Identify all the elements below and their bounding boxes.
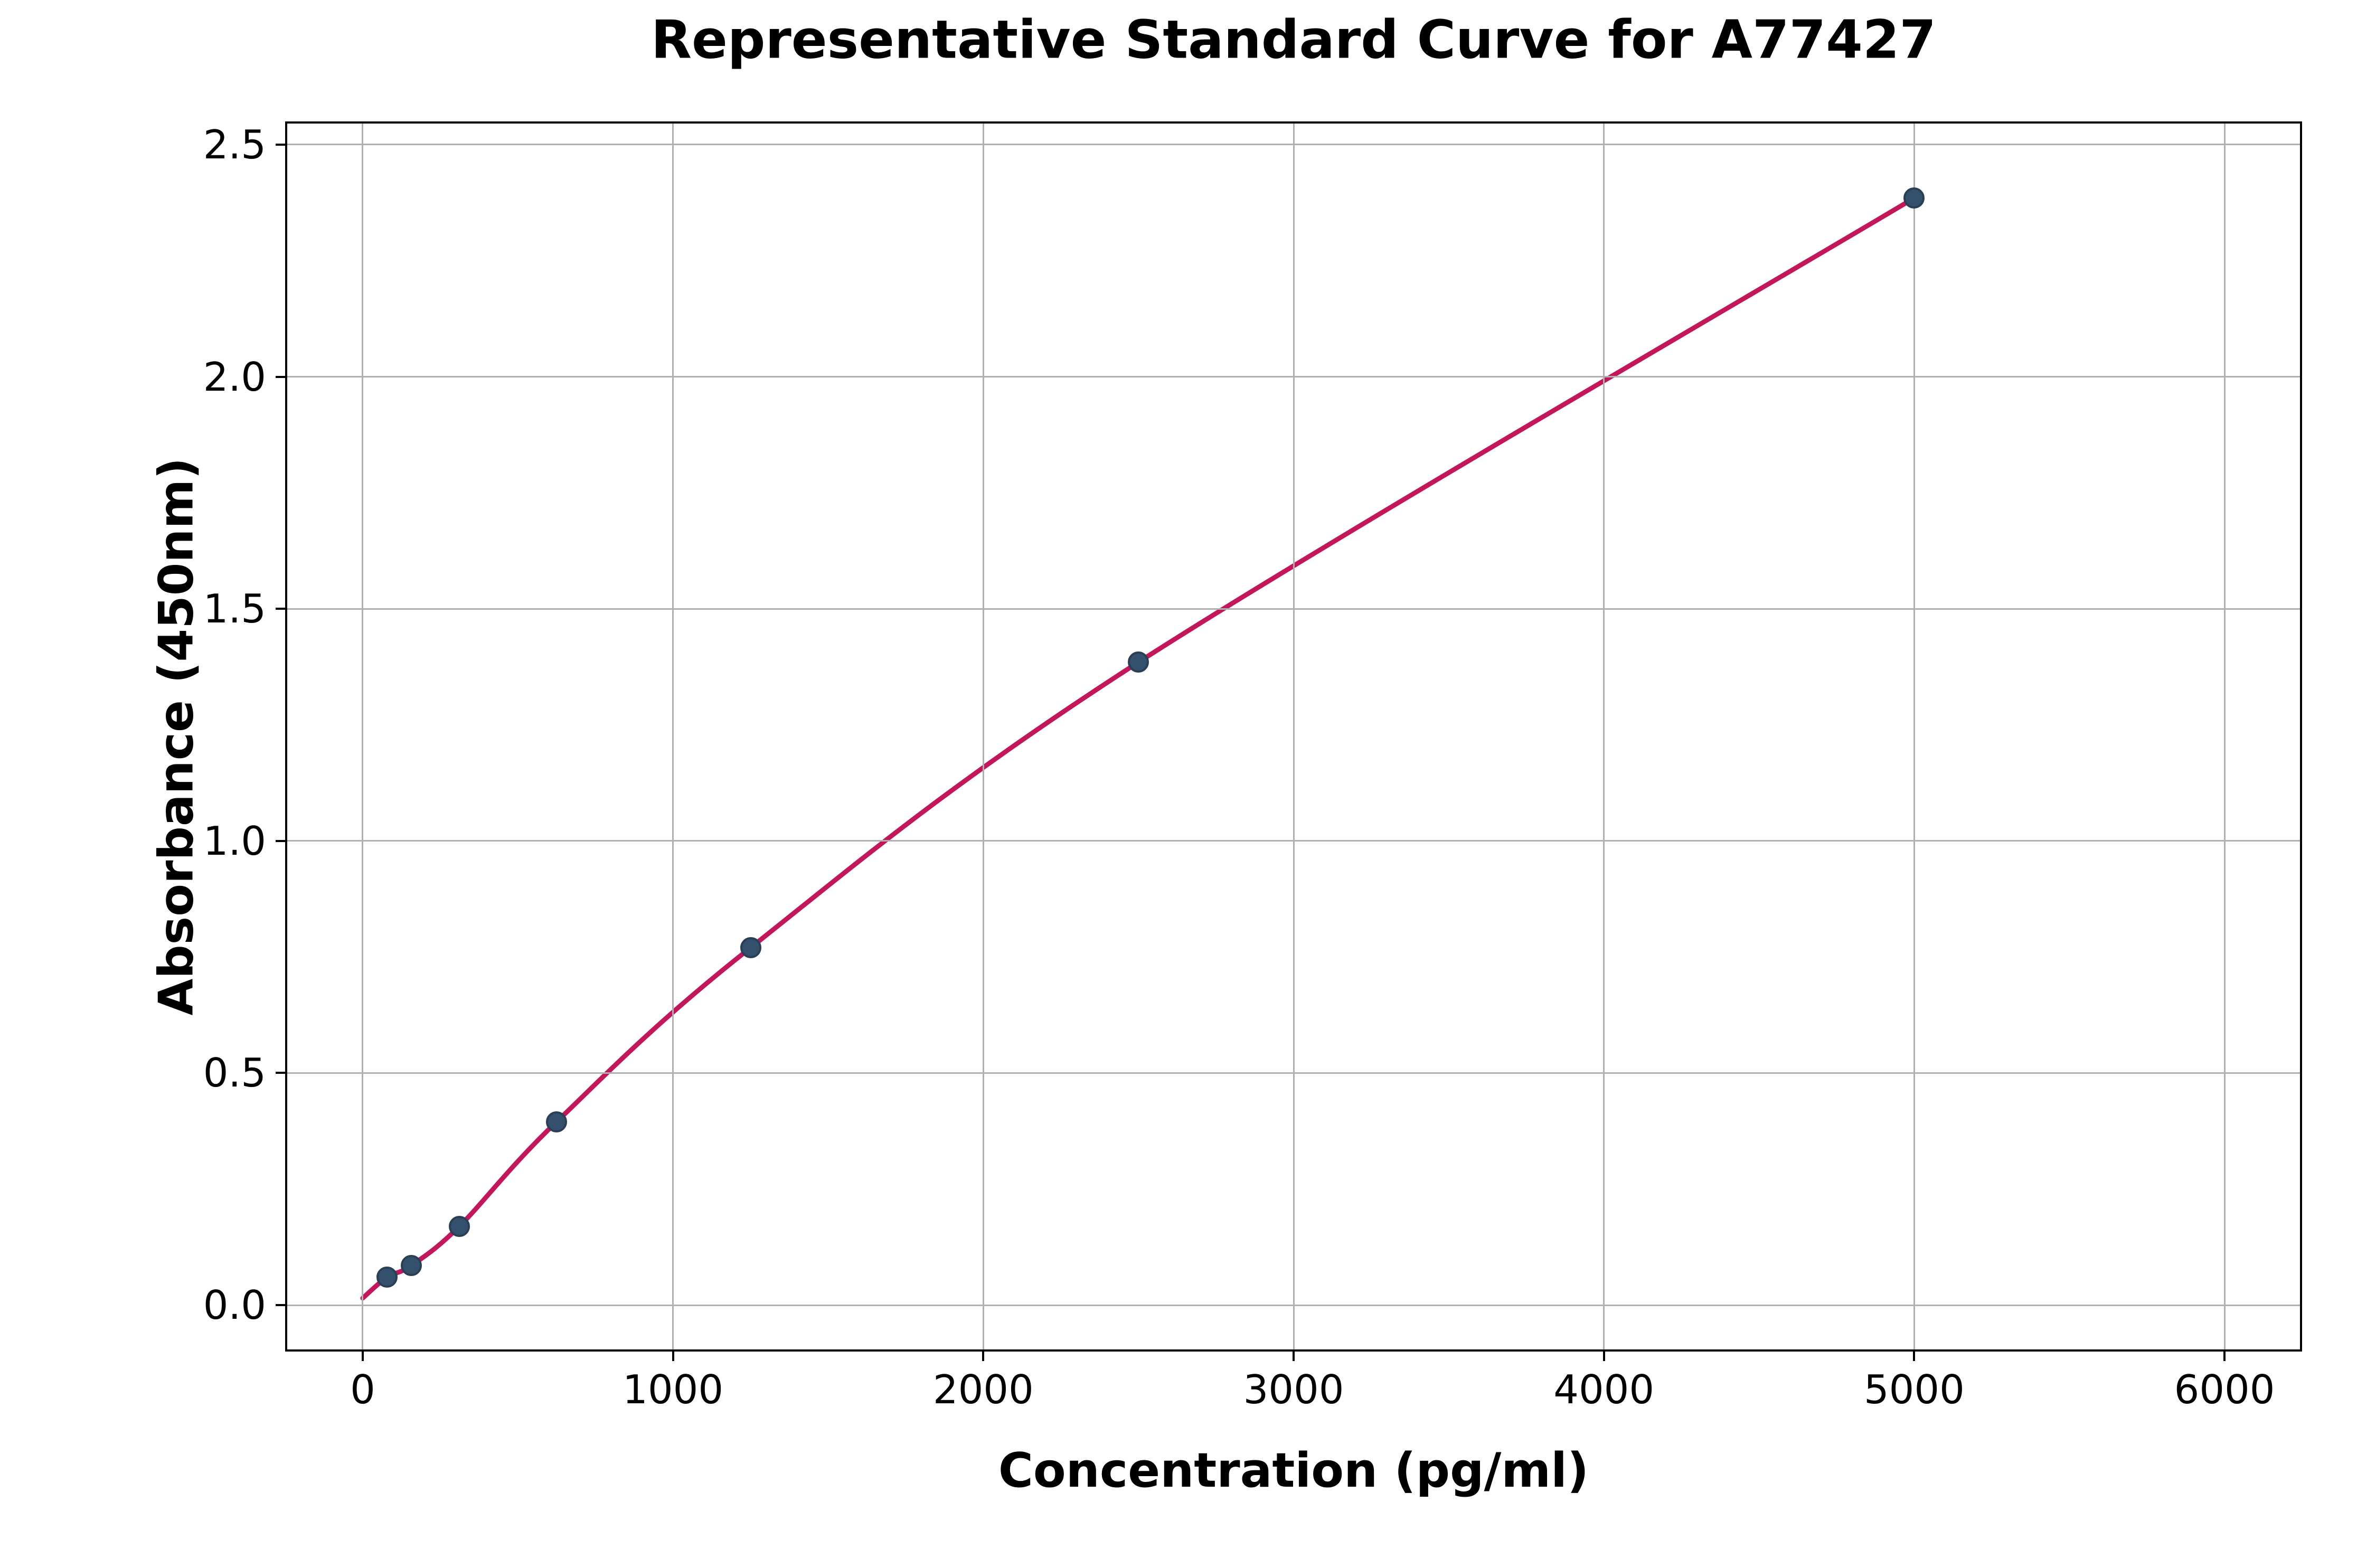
y-tick <box>276 840 285 842</box>
x-tick <box>982 1352 984 1361</box>
plot-area <box>285 121 2302 1352</box>
y-tick-label: 2.5 <box>203 121 266 168</box>
gridline-vertical <box>672 121 674 1352</box>
data-point <box>546 1111 567 1132</box>
x-tick <box>672 1352 674 1361</box>
gridline-horizontal <box>285 144 2302 145</box>
x-tick <box>1603 1352 1605 1361</box>
x-tick-label: 1000 <box>623 1366 723 1413</box>
x-tick-label: 2000 <box>933 1366 1034 1413</box>
x-axis-label: Concentration (pg/ml) <box>998 1443 1589 1498</box>
y-tick <box>276 376 285 378</box>
data-point <box>449 1216 470 1237</box>
y-axis-label: Absorbance (450nm) <box>149 458 204 1016</box>
y-tick-label: 0.0 <box>203 1282 266 1328</box>
gridline-horizontal <box>285 1072 2302 1074</box>
gridline-horizontal <box>285 1305 2302 1306</box>
x-tick <box>362 1352 364 1361</box>
y-tick-label: 2.0 <box>203 354 266 400</box>
x-tick-label: 4000 <box>1553 1366 1654 1413</box>
gridline-horizontal <box>285 608 2302 610</box>
x-tick-label: 3000 <box>1243 1366 1344 1413</box>
y-tick-label: 1.5 <box>203 585 266 632</box>
gridline-vertical <box>2224 121 2226 1352</box>
spine-right <box>2300 121 2302 1352</box>
data-point <box>376 1267 398 1288</box>
data-point <box>401 1255 422 1276</box>
x-tick <box>1293 1352 1295 1361</box>
figure: Representative Standard Curve for A77427… <box>0 0 2376 1568</box>
spine-left <box>285 121 287 1352</box>
gridline-vertical <box>983 121 984 1352</box>
y-tick <box>276 144 285 146</box>
gridline-vertical <box>1293 121 1295 1352</box>
data-point <box>740 937 761 958</box>
y-tick <box>276 1304 285 1306</box>
x-tick <box>1913 1352 1915 1361</box>
chart-title: Representative Standard Curve for A77427 <box>651 9 1936 71</box>
gridline-vertical <box>1603 121 1605 1352</box>
y-tick <box>276 1072 285 1074</box>
gridline-horizontal <box>285 376 2302 377</box>
x-tick-label: 6000 <box>2174 1366 2275 1413</box>
x-tick-label: 0 <box>350 1366 375 1413</box>
y-tick-label: 0.5 <box>203 1050 266 1096</box>
gridline-horizontal <box>285 840 2302 842</box>
x-tick-label: 5000 <box>1864 1366 1965 1413</box>
fit-curve <box>363 198 1914 1298</box>
spine-top <box>285 121 2302 124</box>
gridline-vertical <box>1913 121 1915 1352</box>
y-tick-label: 1.0 <box>203 818 266 864</box>
x-tick <box>2223 1352 2226 1361</box>
gridline-vertical <box>362 121 363 1352</box>
y-tick <box>276 608 285 610</box>
